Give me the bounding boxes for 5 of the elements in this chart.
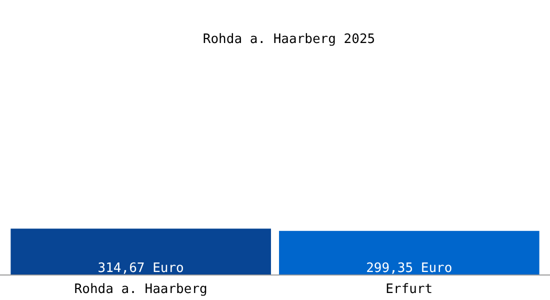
x-tick-label: Erfurt — [386, 282, 433, 297]
x-tick-label: Rohda a. Haarberg — [74, 282, 208, 297]
data-label: 299,35 Euro — [366, 261, 452, 276]
chart-title: Rohda a. Haarberg 2025 — [202, 32, 376, 47]
data-label: 314,67 Euro — [98, 261, 184, 276]
